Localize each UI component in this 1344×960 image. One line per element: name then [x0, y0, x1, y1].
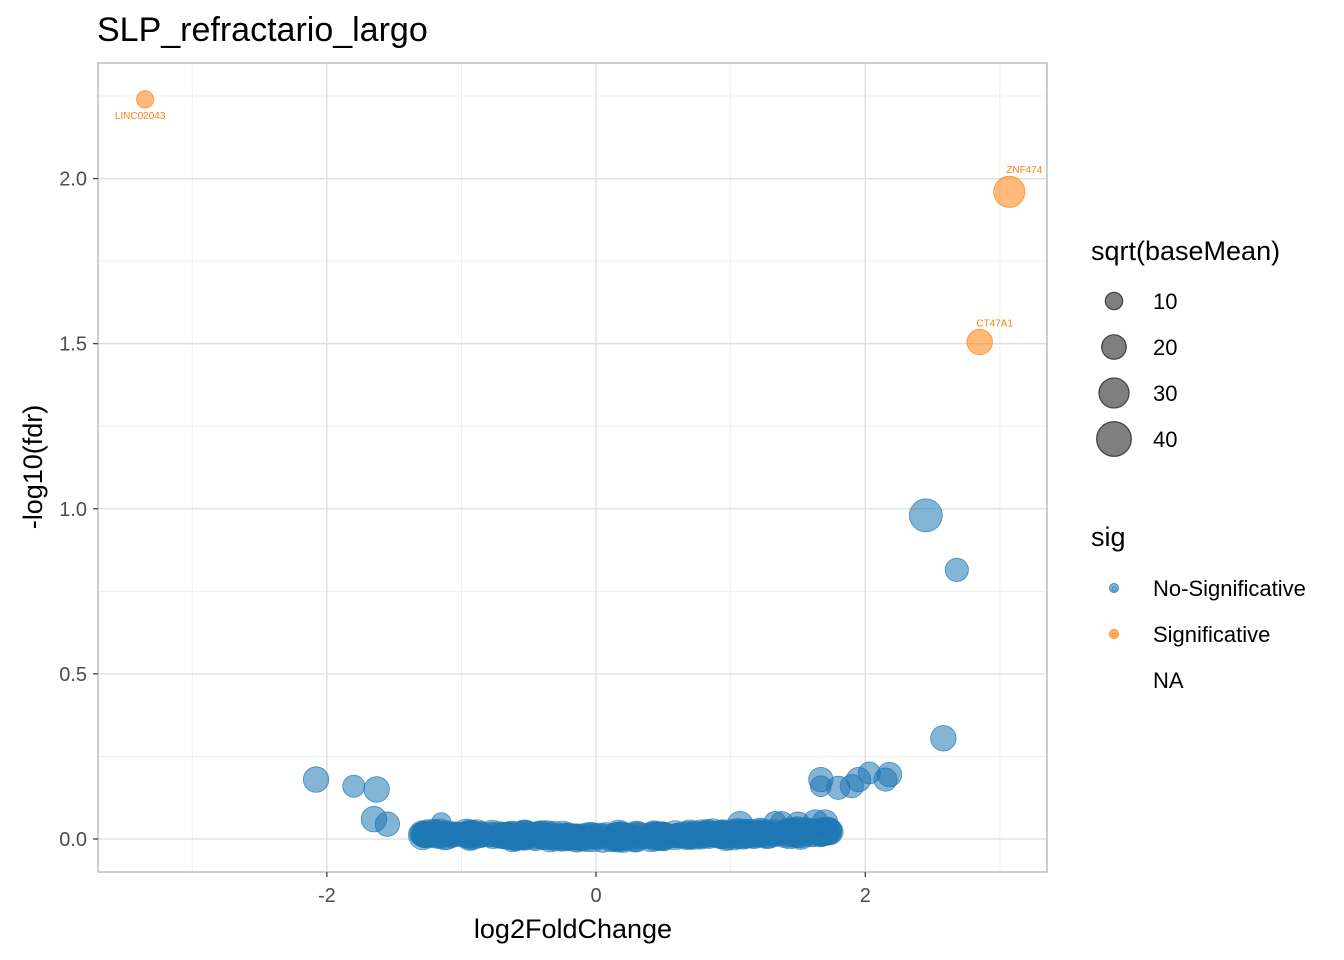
data-point — [743, 820, 772, 848]
size-legend-key — [1098, 377, 1130, 409]
data-point — [993, 175, 1026, 208]
data-points — [136, 90, 1026, 853]
data-point — [363, 776, 390, 803]
x-axis-ticks: -2 0 2 — [318, 872, 871, 907]
plot-background — [98, 63, 1047, 872]
size-legend-items: 10 20 30 40 — [1096, 289, 1177, 457]
size-legend-label: 30 — [1153, 381, 1177, 406]
y-tick-label: 0.5 — [59, 664, 87, 686]
data-point — [374, 811, 401, 837]
color-legend: sig No-Significative Significative NA — [1091, 522, 1306, 693]
x-axis-title: log2FoldChange — [474, 914, 672, 944]
data-point — [944, 557, 969, 582]
data-point — [909, 498, 943, 533]
data-point — [136, 90, 155, 109]
plot-border — [97, 62, 1048, 873]
data-point — [664, 823, 690, 849]
chart-title: SLP_refractario_largo — [97, 11, 428, 49]
y-tick-label: 1.0 — [59, 499, 87, 521]
size-legend-label: 20 — [1153, 335, 1177, 360]
data-point — [342, 774, 366, 798]
y-tick-label: 2.0 — [59, 169, 87, 191]
color-legend-key — [1109, 629, 1119, 639]
x-tick-label: 0 — [590, 885, 601, 907]
color-legend-key-inner — [1111, 586, 1117, 592]
y-tick-label: 1.5 — [59, 334, 87, 356]
color-legend-label: NA — [1153, 668, 1184, 693]
data-point — [966, 328, 993, 356]
y-tick-label: 0.0 — [59, 829, 87, 851]
color-legend-label: Significative — [1153, 622, 1270, 647]
point-labels: LINC02043 ZNF474 CT47A1 — [115, 111, 1043, 329]
color-legend-label: No-Significative — [1153, 576, 1306, 601]
plot-panel: LINC02043 ZNF474 CT47A1 — [97, 62, 1048, 873]
data-point — [811, 809, 839, 836]
x-tick-label: -2 — [318, 885, 336, 907]
size-legend-label: 40 — [1153, 427, 1177, 452]
data-point — [876, 761, 903, 788]
data-point — [409, 821, 434, 847]
data-point — [302, 766, 330, 793]
color-legend-key — [1109, 583, 1119, 593]
size-legend-key — [1096, 421, 1132, 457]
color-legend-key-inner — [1111, 632, 1117, 638]
y-axis-ticks: 0.0 0.5 1.0 1.5 2.0 — [59, 169, 98, 851]
color-legend-title: sig — [1091, 522, 1126, 552]
y-axis-title: -log10(fdr) — [18, 405, 48, 530]
point-label: ZNF474 — [1006, 165, 1043, 176]
size-legend-title: sqrt(baseMean) — [1091, 236, 1280, 266]
size-legend-label: 10 — [1153, 289, 1177, 314]
size-legend: sqrt(baseMean) 10 20 30 40 — [1091, 236, 1280, 457]
size-legend-key — [1101, 334, 1127, 360]
x-tick-label: 2 — [860, 885, 871, 907]
data-point — [930, 725, 957, 752]
size-legend-key — [1104, 291, 1124, 311]
point-label: LINC02043 — [115, 111, 166, 122]
color-legend-items: No-Significative Significative NA — [1109, 576, 1306, 693]
point-label: CT47A1 — [976, 318, 1013, 329]
